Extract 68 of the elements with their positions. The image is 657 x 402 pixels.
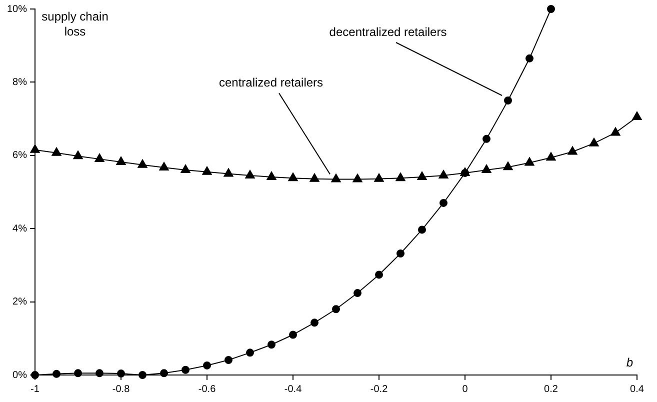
point [504,96,512,104]
point [138,371,147,379]
point [524,157,534,166]
point [224,356,233,364]
point [482,134,491,143]
y-tick-label: 0% [12,370,28,381]
point [94,154,104,162]
point [396,249,405,258]
point [331,174,341,182]
x-tick-label: -0.4 [284,384,302,395]
point [417,171,427,180]
point [546,152,556,161]
annotation: centralized retailers [218,76,324,90]
point [30,144,40,153]
point [117,370,126,378]
point [52,370,61,378]
point [589,138,599,146]
point [503,162,513,170]
y-tick-label: 4% [12,223,28,234]
point [438,170,448,179]
point [245,170,255,179]
point [375,270,384,279]
x-tick-label: -0.6 [198,384,216,395]
point [138,159,148,168]
point [482,164,492,174]
point [374,173,384,182]
point [96,369,104,378]
point [266,171,276,180]
point [526,54,534,62]
point [159,162,169,170]
x-tick-label: 0.2 [544,384,558,395]
point [610,127,620,136]
point [74,369,82,378]
point [418,226,426,234]
x-tick-label: 0 [462,384,468,395]
x-tick-label: 0.4 [630,384,644,395]
y-tick-label: 10% [7,4,28,15]
point [180,164,190,174]
point [440,198,448,207]
point [332,305,340,314]
point [352,174,362,182]
point [116,156,126,165]
point [224,168,234,177]
x-tick-label: -0.2 [370,384,388,395]
y-tick-label: 2% [12,296,28,308]
point [246,348,254,357]
point [288,172,298,182]
x-axis-title: b [626,355,634,370]
x-tick-label: -1 [30,384,40,395]
point [73,150,83,160]
point [289,330,298,339]
point [568,146,578,155]
y-tick-label: 6% [12,150,28,162]
point [268,340,276,349]
point [632,111,642,120]
point [203,361,212,370]
annotation: decentralized retailers [329,24,447,39]
point [182,366,190,374]
point [310,318,319,327]
y-tick-label: 8% [12,76,28,88]
point [354,289,362,298]
point [396,172,406,182]
point [310,173,320,182]
point [52,147,62,156]
point [202,166,212,175]
x-tick-label: -0.8 [112,384,130,395]
point [160,369,168,378]
y-axis-title: supply chain loss [42,9,108,38]
